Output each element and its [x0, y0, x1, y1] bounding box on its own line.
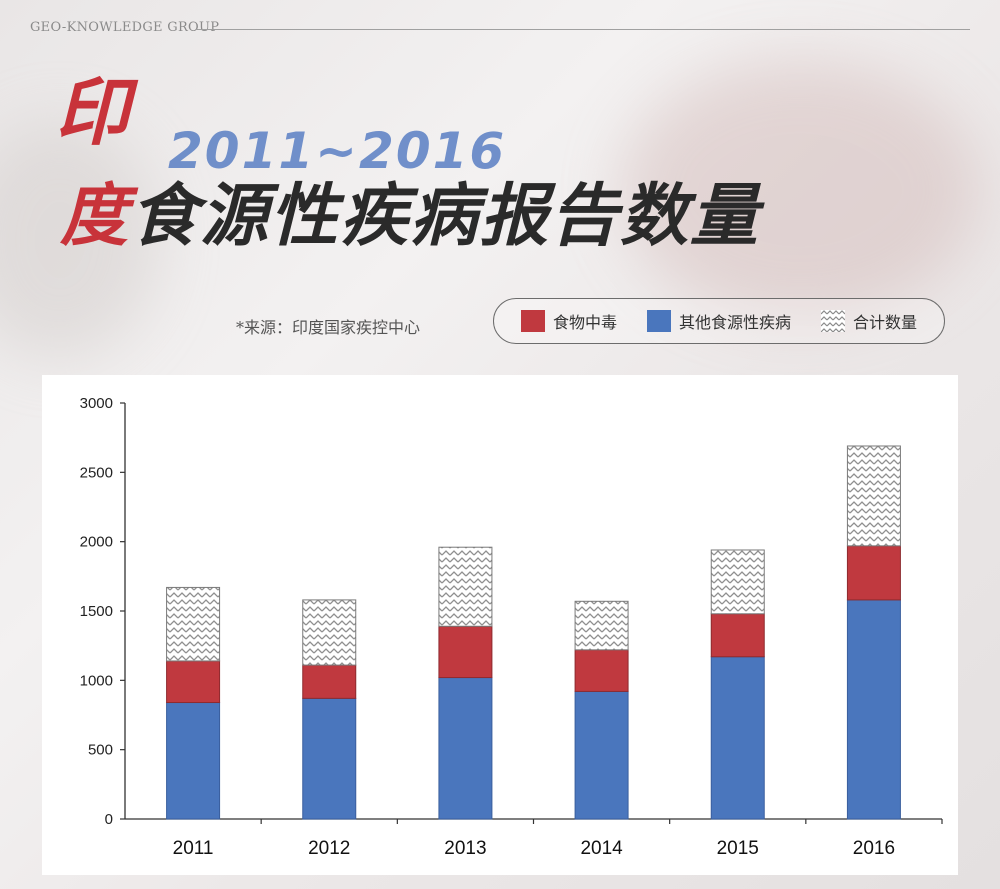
- x-tick-label: 2015: [717, 838, 759, 859]
- legend-label: 合计数量: [852, 313, 917, 332]
- legend-swatch-hatch: [820, 310, 845, 332]
- y-tick-label: 0: [105, 811, 113, 828]
- legend-swatch-blue: [646, 310, 671, 332]
- bar-food-poisoning: [574, 649, 629, 692]
- y-tick-label: 1000: [80, 672, 113, 689]
- bar-other-foodborne: [166, 702, 221, 820]
- bar-other-foodborne: [574, 690, 629, 820]
- bar-total-remainder: [710, 549, 765, 615]
- bar-chart: 0 500 1000 1500 2000 2500 3000 2011 2012 2013 2014…: [80, 395, 943, 859]
- background-blob: [0, 120, 160, 360]
- page-title: 度食源性疾病报告数量: [60, 183, 760, 251]
- bar-total-remainder: [438, 546, 493, 627]
- y-tick-label: 2500: [80, 464, 113, 481]
- legend-label: 其他食源性疾病: [678, 313, 791, 332]
- x-tick-label: 2014: [580, 838, 623, 859]
- x-tick-label: 2012: [308, 838, 350, 859]
- legend-swatch-red: [520, 310, 545, 332]
- chart-legend: 食物中毒 其他食源性疾病 合计数量: [493, 298, 945, 344]
- bar-total-remainder: [166, 586, 221, 662]
- legend-label: 食物中毒: [552, 313, 617, 332]
- bar-total-remainder: [846, 445, 901, 547]
- y-tick-label: 1500: [80, 603, 113, 620]
- header-divider: [196, 29, 970, 30]
- bar-other-foodborne: [438, 677, 493, 820]
- legend-item-food-poisoning: 食物中毒: [520, 309, 617, 333]
- y-tick-label: 3000: [80, 395, 113, 412]
- chart-panel: 0 500 1000 1500 2000 2500 3000 2011 2012 2013 2014…: [42, 375, 958, 875]
- bar-other-foodborne: [302, 697, 357, 820]
- title-rest-first: 度: [60, 177, 131, 256]
- bar-food-poisoning: [166, 660, 221, 704]
- bar-other-foodborne: [710, 656, 765, 820]
- x-tick-label: 2011: [173, 838, 214, 859]
- y-tick-label: 2000: [80, 534, 113, 551]
- bar-food-poisoning: [710, 613, 765, 658]
- brand-label: GEO-KNOWLEDGE GROUP: [30, 20, 220, 35]
- legend-item-total: 合计数量: [820, 309, 917, 333]
- title-rest: 食源性疾病报告数量: [130, 177, 761, 256]
- x-tick-label: 2016: [853, 838, 895, 859]
- x-tick-label: 2013: [444, 838, 486, 859]
- source-note: *来源：印度国家疾控中心: [236, 318, 421, 337]
- title-first-char: 印: [55, 70, 129, 156]
- bar-total-remainder: [574, 600, 629, 651]
- title-years: 2011~2016: [168, 122, 507, 180]
- bar-food-poisoning: [438, 625, 493, 679]
- background-blob: [620, 60, 980, 320]
- bar-food-poisoning: [846, 545, 901, 601]
- bar-food-poisoning: [302, 664, 357, 699]
- bar-total-remainder: [302, 599, 357, 666]
- legend-item-other: 其他食源性疾病: [646, 309, 791, 333]
- y-tick-label: 500: [88, 742, 113, 759]
- bar-other-foodborne: [846, 599, 901, 820]
